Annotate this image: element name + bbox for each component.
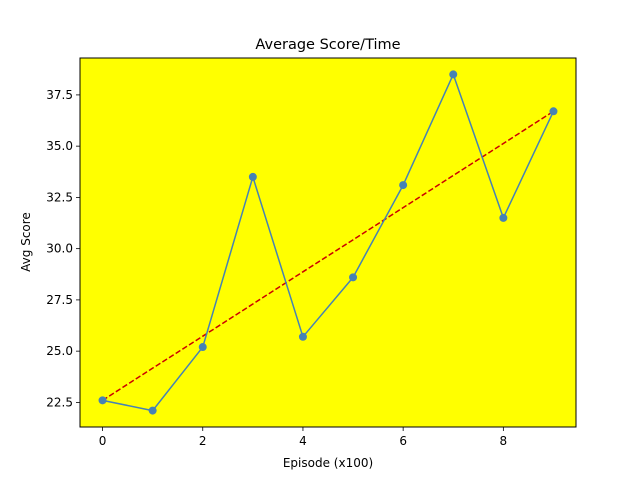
score-point [98,396,107,405]
x-tick-label: 2 [199,434,207,448]
markers-layer [98,70,558,415]
series-line-layer [102,73,555,412]
score-point [399,181,408,190]
x-axis-label: Episode (x100) [283,456,373,470]
y-tick-label: 30.0 [46,242,73,256]
y-tick-label: 25.0 [46,344,73,358]
y-tick-label: 37.5 [46,88,73,102]
score-point [298,332,307,341]
x-axis-ticks: 0 2 4 6 8 [99,427,507,448]
score-point [499,213,508,222]
x-tick-label: 0 [99,434,107,448]
plot-area [80,58,576,427]
score-point [148,406,157,415]
chart-title: Average Score/Time [255,37,400,53]
x-tick-label: 4 [299,434,307,448]
score-point [349,273,358,282]
score-point [248,172,257,181]
score-point [198,343,207,352]
y-tick-label: 35.0 [46,139,73,153]
x-tick-label: 8 [500,434,508,448]
y-tick-label: 32.5 [46,190,73,204]
trend-line-layer [102,110,554,401]
y-tick-label: 22.5 [46,395,73,409]
x-tick-label: 6 [399,434,407,448]
score-line [102,73,555,412]
score-point [449,70,458,79]
y-tick-label: 27.5 [46,293,73,307]
score-point [549,107,558,116]
trend-line [102,110,554,401]
y-axis-ticks: 22.5 25.0 27.5 30.0 32.5 35.0 37.5 [46,88,80,409]
plot-frame [79,57,577,428]
y-axis-label: Avg Score [19,212,33,272]
